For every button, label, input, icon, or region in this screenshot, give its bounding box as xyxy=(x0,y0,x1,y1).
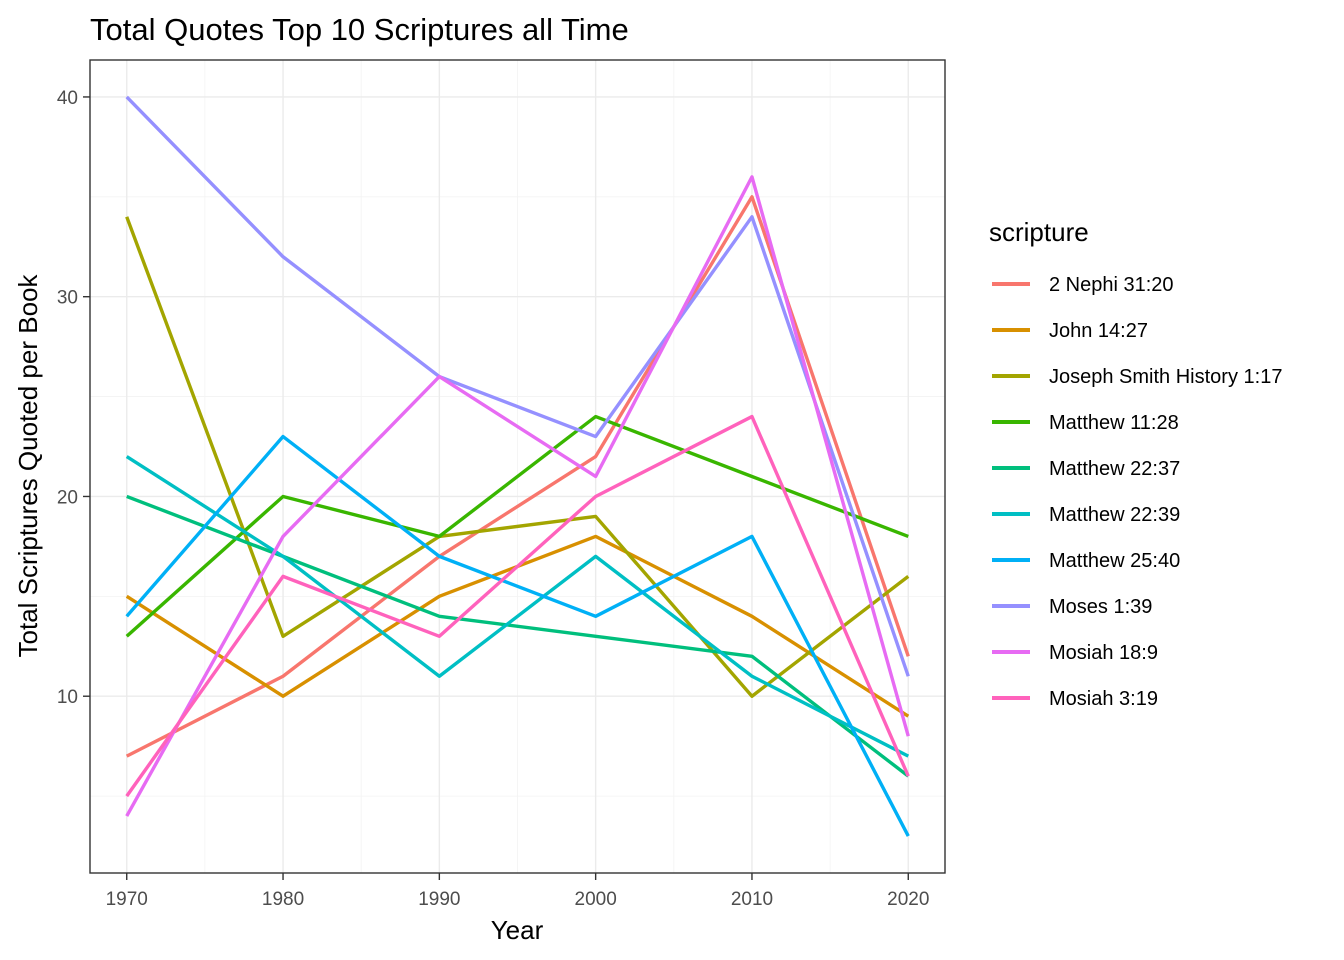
x-tick-label: 2000 xyxy=(575,889,617,910)
legend-item: 2 Nephi 31:20 xyxy=(992,274,1174,296)
legend-item: Matthew 11:28 xyxy=(992,412,1179,434)
legend-label: John 14:27 xyxy=(1049,320,1148,342)
legend-label: Moses 1:39 xyxy=(1049,596,1152,618)
series-lines xyxy=(125,95,910,837)
y-tick-label: 10 xyxy=(57,687,78,708)
legend-label: Joseph Smith History 1:17 xyxy=(1049,366,1282,388)
chart-title: Total Quotes Top 10 Scriptures all Time xyxy=(90,12,629,47)
y-tick-label: 30 xyxy=(57,288,78,309)
legend-item: Matthew 25:40 xyxy=(992,550,1180,572)
x-axis: 1970 1980 1990 2000 2010 2020 xyxy=(106,873,929,910)
legend-item: Mosiah 18:9 xyxy=(992,642,1158,664)
series-line-matthew-22-37 xyxy=(126,494,910,778)
x-axis-title: Year xyxy=(491,915,544,945)
x-tick-label: 1970 xyxy=(106,889,148,910)
x-tick-label: 1980 xyxy=(262,889,304,910)
x-tick-label: 2020 xyxy=(887,889,929,910)
x-tick-label: 1990 xyxy=(418,889,460,910)
legend-item: John 14:27 xyxy=(992,320,1148,342)
legend-label: Matthew 22:37 xyxy=(1049,458,1180,480)
legend-items: 2 Nephi 31:20 John 14:27 Joseph Smith Hist… xyxy=(992,274,1282,710)
grid xyxy=(90,60,945,873)
y-tick-label: 20 xyxy=(57,487,78,508)
series-line-mosiah-18-9 xyxy=(125,175,910,817)
legend-label: 2 Nephi 31:20 xyxy=(1049,274,1174,296)
legend-item: Matthew 22:37 xyxy=(992,458,1180,480)
y-axis-title: Total Scriptures Quoted per Book xyxy=(13,274,43,658)
series-line-matthew-22-39 xyxy=(125,455,910,758)
series-line-matthew-25-40 xyxy=(125,434,910,837)
x-tick-label: 2010 xyxy=(731,889,773,910)
legend-label: Mosiah 3:19 xyxy=(1049,688,1158,710)
legend-label: Matthew 11:28 xyxy=(1049,412,1179,434)
series-line-mosiah-3-19 xyxy=(125,414,910,798)
legend-item: Moses 1:39 xyxy=(992,596,1152,618)
y-tick-label: 40 xyxy=(57,88,78,109)
legend-label: Mosiah 18:9 xyxy=(1049,642,1158,664)
legend-title: scripture xyxy=(989,217,1089,247)
legend-label: Matthew 25:40 xyxy=(1049,550,1180,572)
series-line-matthew-11-28 xyxy=(125,414,909,638)
legend: scripture 2 Nephi 31:20 John 14:27 Joseph … xyxy=(989,217,1282,710)
legend-item: Joseph Smith History 1:17 xyxy=(992,366,1282,388)
series-line-moses-1-39 xyxy=(125,95,910,677)
legend-label: Matthew 22:39 xyxy=(1049,504,1180,526)
plot-panel-border xyxy=(89,59,946,874)
y-axis: 10 20 30 40 xyxy=(57,88,90,708)
legend-item: Mosiah 3:19 xyxy=(992,688,1158,710)
legend-item: Matthew 22:39 xyxy=(992,504,1180,526)
